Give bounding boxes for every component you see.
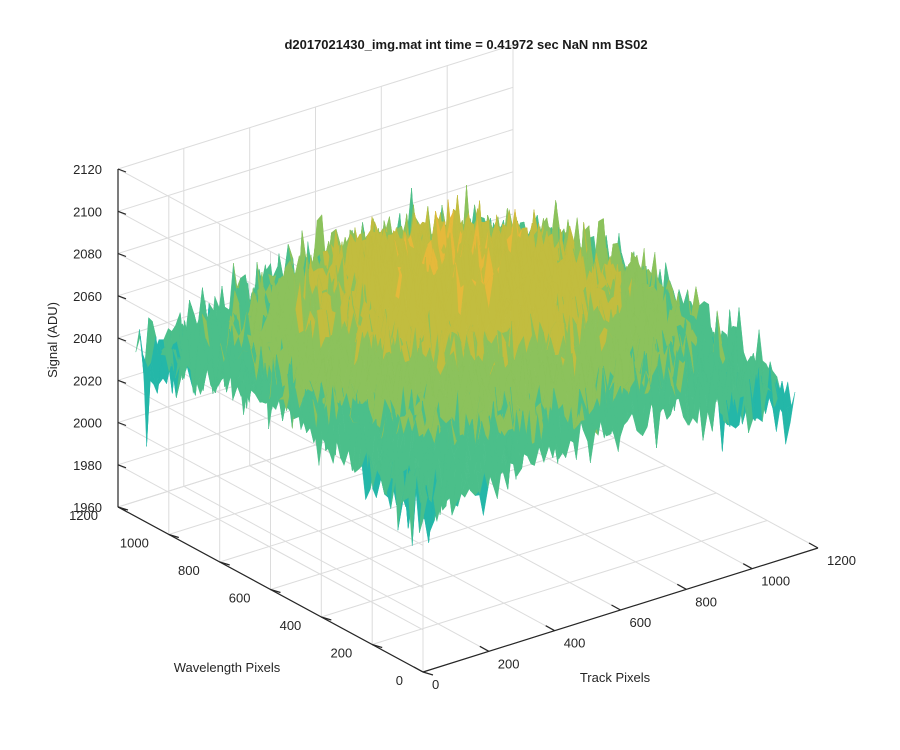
- surface-patch: [142, 354, 152, 447]
- grid-line: [117, 464, 424, 631]
- grid-line: [117, 379, 424, 546]
- grid-line: [117, 44, 514, 170]
- grid-line: [270, 465, 666, 590]
- grid-line: [117, 422, 424, 588]
- grid-line: [117, 171, 514, 297]
- surface-mesh: [135, 185, 796, 546]
- grid-line: [321, 492, 717, 618]
- grid-line: [117, 129, 514, 254]
- grid-line: [372, 520, 768, 645]
- grid-line: [117, 86, 514, 212]
